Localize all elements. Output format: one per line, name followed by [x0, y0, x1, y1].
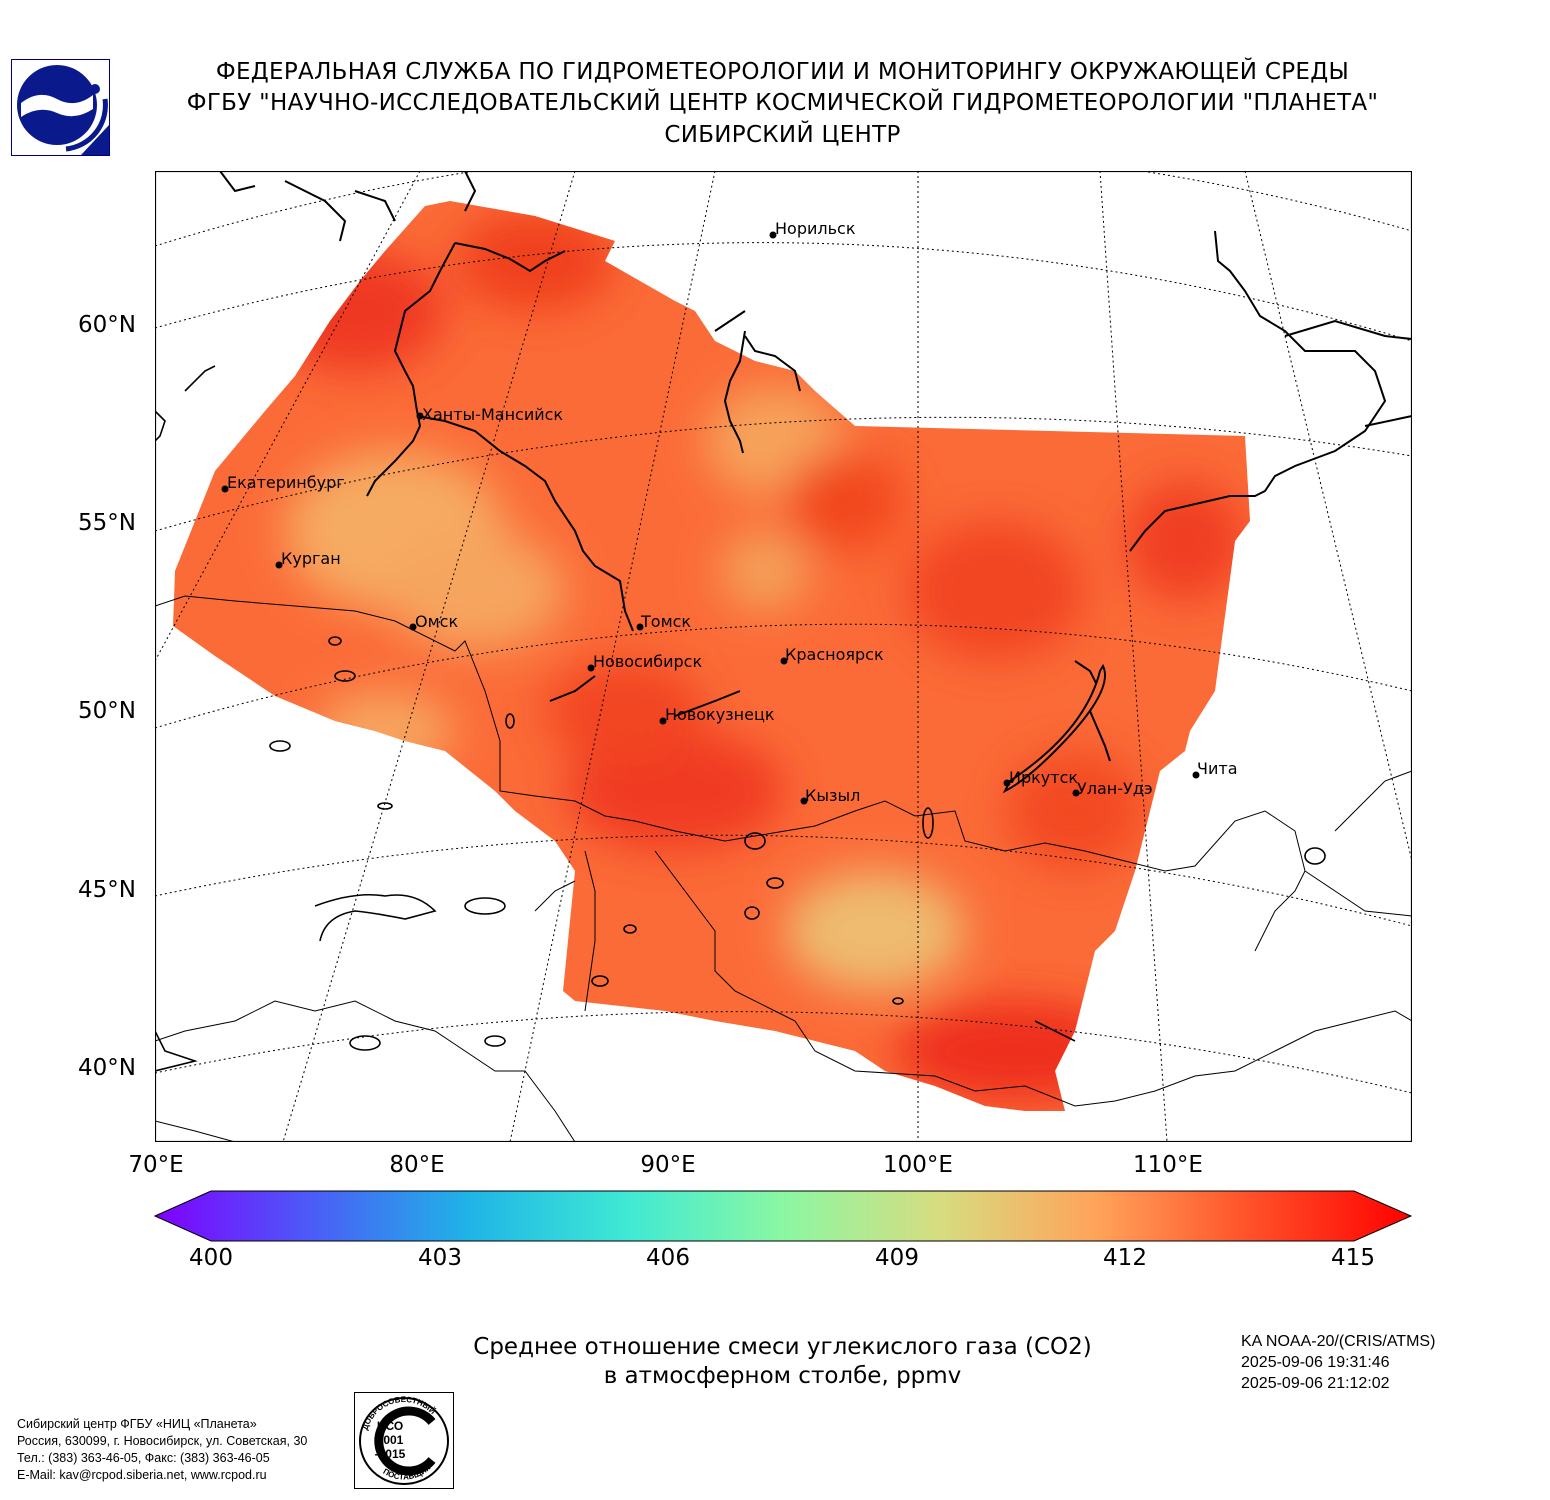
high-co2-area-baikal — [1005, 751, 1145, 871]
high-co2-area-kuzbass — [545, 661, 705, 761]
iso-code-line-1: ИСО — [377, 1419, 403, 1433]
colorbar-gradient — [154, 1190, 1413, 1242]
coastline — [155, 365, 1076, 1072]
city-marker-novokuznetsk — [659, 717, 667, 725]
roshydromet-logo — [11, 59, 110, 156]
city-label-novosibirsk: Новосибирск — [593, 652, 702, 671]
lat-label-50: 50°N — [78, 698, 136, 724]
city-label-kurgan: Курган — [281, 549, 341, 568]
iso-9001-badge: ДОБРОСОВЕСТНЫЙ ПОСТАВЩИК ИСО 9001 -2015 — [354, 1392, 454, 1489]
map-frame — [155, 171, 1412, 1142]
low-co2-area-mongolia — [785, 871, 965, 991]
city-labels: Норильск Ханты-Мансийск Екатеринбург Кур… — [227, 219, 1238, 805]
city-marker-tomsk — [636, 623, 644, 631]
time-start: 2025-09-06 19:31:46 — [1241, 1354, 1390, 1371]
colorbar-tick-403: 403 — [418, 1245, 462, 1271]
low-co2-area-krasnoyarsk — [720, 531, 810, 611]
caption-line-1: Среднее отношение смеси углекислого газа… — [473, 1334, 1092, 1360]
caption-line-2: в атмосферном столбе, ppmv — [603, 1363, 962, 1389]
city-label-omsk: Омск — [415, 612, 458, 631]
city-marker-khanty-mansiysk — [416, 412, 424, 420]
iso-code-line-3: -2015 — [375, 1447, 406, 1461]
high-co2-area-evenkia — [785, 451, 905, 551]
satellite-label: KA NOAA-20/(CRIS/ATMS) — [1241, 1333, 1436, 1350]
lat-label-40: 40°N — [78, 1055, 136, 1081]
lon-label-80: 80°E — [389, 1152, 445, 1178]
city-label-ulan-ude: Улан-Удэ — [1077, 779, 1153, 798]
city-marker-ulan-ude — [1072, 789, 1080, 797]
high-co2-area-north — [265, 251, 445, 371]
city-label-norilsk: Норильск — [775, 219, 856, 238]
high-co2-area-altai — [565, 731, 785, 851]
rivers — [219, 171, 1412, 762]
city-marker-omsk — [409, 623, 417, 631]
lat-label-45: 45°N — [78, 877, 136, 903]
city-marker-kyzyl — [800, 797, 808, 805]
country-borders — [155, 595, 1412, 1142]
city-label-irkutsk: Иркутск — [1009, 768, 1078, 787]
co2-map: Норильск Ханты-Мансийск Екатеринбург Кур… — [155, 171, 1412, 1142]
colorbar-tick-415: 415 — [1331, 1245, 1375, 1271]
lon-label-70: 70°E — [128, 1152, 184, 1178]
city-markers — [221, 231, 1200, 805]
lat-label-60: 60°N — [78, 312, 136, 338]
city-label-kyzyl: Кызыл — [805, 786, 860, 805]
colorbar-tick-400: 400 — [189, 1245, 233, 1271]
header-center-line: СИБИРСКИЙ ЦЕНТР — [664, 122, 901, 148]
lon-label-90: 90°E — [640, 1152, 696, 1178]
low-co2-area-kazakh — [315, 691, 455, 771]
city-marker-kurgan — [275, 561, 283, 569]
high-co2-area-yamal — [455, 211, 615, 311]
city-marker-krasnoyarsk — [780, 657, 788, 665]
colorbar-tick-406: 406 — [646, 1245, 690, 1271]
footer-org: Сибирский центр ФГБУ «НИЦ «Планета» — [17, 1417, 257, 1431]
footer-phone: Тел.: (383) 363-46-05, Факс: (383) 363-4… — [17, 1451, 270, 1465]
footer-address: Россия, 630099, г. Новосибирск, ул. Сове… — [17, 1434, 308, 1448]
city-label-krasnoyarsk: Красноярск — [785, 645, 884, 664]
city-marker-chita — [1192, 771, 1200, 779]
city-label-ekaterinburg: Екатеринбург — [227, 473, 345, 492]
city-marker-ekaterinburg — [221, 485, 229, 493]
header-institute-line: ФГБУ "НАУЧНО-ИССЛЕДОВАТЕЛЬСКИЙ ЦЕНТР КОС… — [186, 90, 1379, 116]
city-marker-irkutsk — [1003, 779, 1011, 787]
high-co2-area-east — [1125, 481, 1245, 601]
lake-baikal — [1002, 663, 1106, 794]
city-label-tomsk: Томск — [640, 612, 691, 631]
footer-email: E-Mail: kav@rcpod.siberia.net, www.rcpod… — [17, 1468, 267, 1482]
header-org-line: ФЕДЕРАЛЬНАЯ СЛУЖБА ПО ГИДРОМЕТЕОРОЛОГИИ … — [215, 59, 1350, 85]
iso-code-line-2: 9001 — [377, 1433, 404, 1447]
high-co2-area-central — [905, 521, 1085, 661]
city-marker-norilsk — [769, 231, 777, 239]
city-label-novokuznetsk: Новокузнецк — [665, 705, 775, 724]
city-label-khanty-mansiysk: Ханты-Мансийск — [422, 405, 563, 424]
lat-label-55: 55°N — [78, 510, 136, 536]
high-co2-area-south — [895, 1001, 1135, 1101]
colorbar-tick-412: 412 — [1103, 1245, 1147, 1271]
city-label-chita: Чита — [1197, 759, 1238, 778]
lon-label-100: 100°E — [883, 1152, 953, 1178]
colorbar — [154, 1190, 1413, 1242]
time-end: 2025-09-06 21:12:02 — [1241, 1375, 1390, 1392]
city-marker-novosibirsk — [587, 664, 595, 672]
graticule — [155, 171, 1412, 1142]
small-lakes — [269, 636, 1326, 1051]
lon-label-110: 110°E — [1133, 1152, 1203, 1178]
colorbar-tick-409: 409 — [875, 1245, 919, 1271]
low-co2-area-south — [385, 531, 565, 651]
